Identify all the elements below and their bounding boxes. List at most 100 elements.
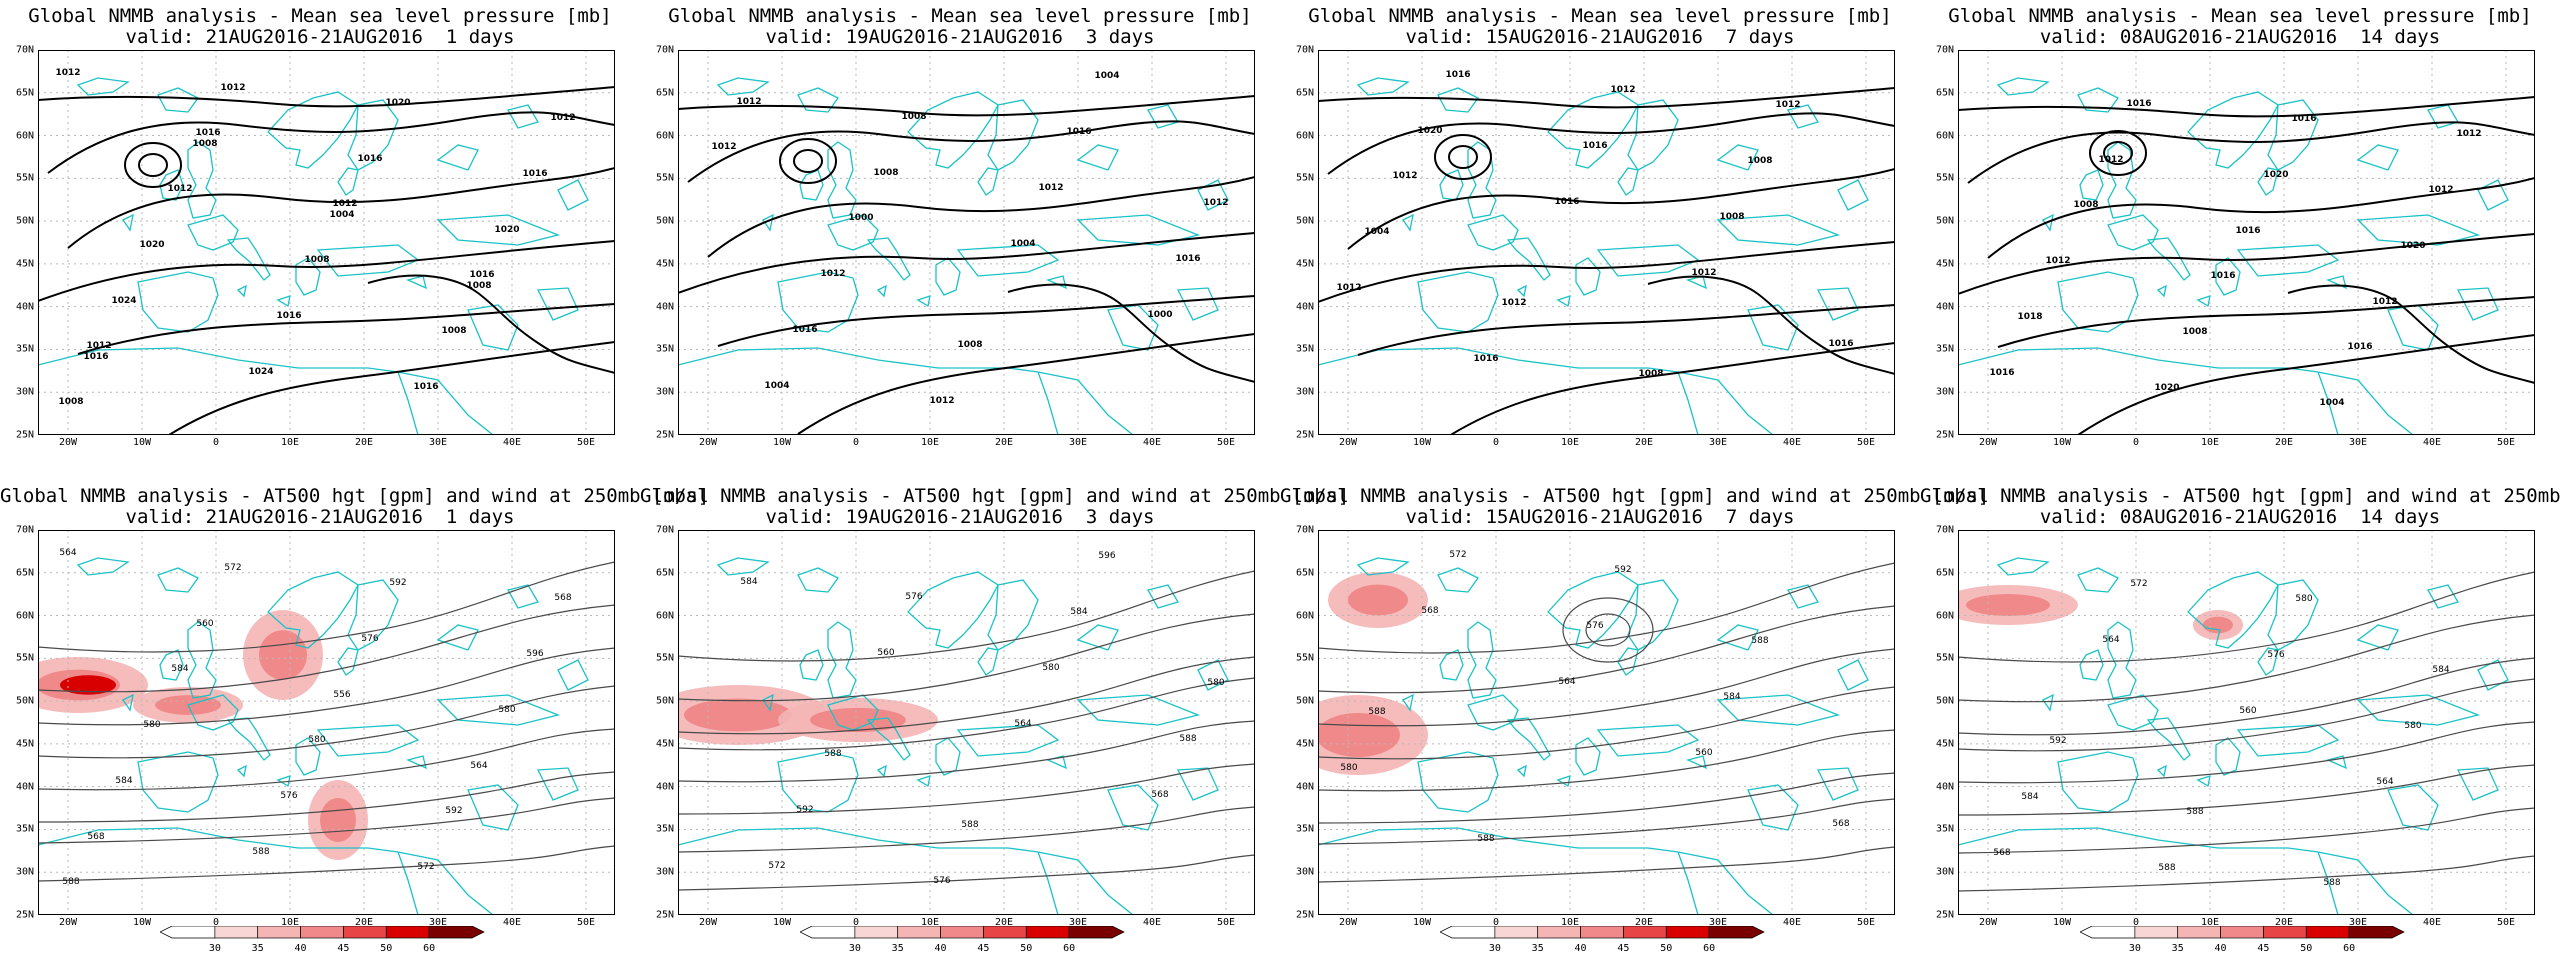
lat-tick-label: 35N (15, 343, 34, 355)
height-contour (38, 845, 615, 882)
lat-tick-label: 45N (1295, 738, 1314, 750)
wind-colorbar: 30 35 40 45 50 60 (2079, 925, 2405, 956)
lon-tick-label: 10E (920, 917, 940, 928)
isobar (1448, 342, 1895, 435)
lat-tick-label: 55N (15, 172, 34, 184)
contour-label: 584 (2021, 792, 2038, 802)
map-frame: 1012 1008 1004 1000 1004 1008 1012 1016 1016 1012… (656, 45, 1255, 448)
colorbar-strip (2079, 925, 2405, 939)
contour-label: 584 (2432, 665, 2449, 675)
lat-tick-label: 55N (1295, 652, 1314, 664)
lon-tick-label: 20W (698, 917, 718, 928)
coastline (1439, 649, 1464, 681)
lat-tick-label: 40N (1935, 781, 1954, 793)
coastline (1816, 767, 1859, 801)
mslp-panel-14d: Global NMMB analysis - Mean sea level pr… (1920, 0, 2560, 480)
coastline (1716, 624, 1759, 651)
lat-tick-label: 30N (15, 866, 34, 878)
coastline (2042, 693, 2054, 712)
colorbar-label: 30 (1488, 943, 1501, 954)
lat-tick-label: 60N (15, 610, 34, 622)
contour-label: 1016 (1989, 368, 2014, 378)
lat-tick-label: 25N (655, 429, 674, 441)
contour-label: 1004 (1010, 239, 1035, 249)
coastline (916, 775, 931, 788)
contour-label: 592 (2049, 736, 2066, 746)
lat-tick-label: 60N (655, 610, 674, 622)
contour-label: 1016 (2235, 226, 2260, 236)
coastline (236, 284, 247, 298)
wind-colorbar: 30 35 40 45 50 60 (1439, 925, 1765, 956)
coastline (226, 717, 271, 761)
contour-label: 1020 (2154, 383, 2179, 393)
lon-tick-label: 50E (2496, 917, 2516, 928)
coastline (267, 91, 359, 169)
coastline (1686, 755, 1707, 770)
height-contour (38, 685, 615, 759)
contour-label: 576 (933, 876, 950, 886)
lat-tick-label: 30N (1935, 386, 1954, 398)
lon-tick-label: 50E (1856, 437, 1876, 448)
contour-label: 1016 (413, 382, 438, 392)
isobar (67, 167, 615, 249)
colorbar-swatch (385, 925, 430, 939)
contour-label: 1016 (2126, 99, 2151, 109)
contour-label: 1024 (248, 367, 273, 377)
contour-label: 588 (1751, 636, 1768, 646)
contour-label: 1004 (1364, 227, 1389, 237)
lat-tick-label: 65N (655, 567, 674, 579)
height-contour (1958, 807, 2535, 854)
contour-label: 1016 (1554, 197, 1579, 207)
contour-label: 576 (361, 634, 378, 644)
coastline (2107, 141, 2137, 219)
map-frame: 568 564 560 568 572 576 584 580 588 592 588 588 70N 6… (1296, 525, 1895, 928)
contour-label: 1020 (1417, 126, 1442, 136)
lon-tick-label: 10E (1560, 437, 1580, 448)
colorbar-swatch (2263, 925, 2307, 939)
lat-tick-label: 35N (15, 823, 34, 835)
coastline (2146, 237, 2191, 281)
lon-tick-label: 50E (576, 437, 596, 448)
contour-label: 1012 (2045, 256, 2070, 266)
contour-label: 580 (2295, 594, 2312, 604)
map-border (678, 530, 1255, 915)
contour-label: 592 (796, 805, 813, 815)
height-contour (678, 763, 1255, 815)
lat-tick-label: 30N (1295, 386, 1314, 398)
colorbar-label: 35 (1531, 943, 1544, 954)
coastline (1716, 694, 1841, 726)
contour-label: 560 (1695, 748, 1712, 758)
coastline (2156, 284, 2167, 298)
lon-tick-label: 40E (502, 917, 522, 928)
mslp-panel-1d: Global NMMB analysis - Mean sea level pr… (0, 0, 640, 480)
coastline (295, 737, 321, 776)
wind-shading-mid (2203, 616, 2233, 634)
coastline (907, 571, 999, 649)
height-contour (1318, 605, 1895, 694)
colorbar-label: 60 (423, 943, 436, 954)
wind-shading-mid (1348, 584, 1408, 616)
colorbar-swatch (343, 925, 387, 939)
lon-tick-label: 20E (994, 437, 1014, 448)
contour-label: 1012 (1610, 85, 1635, 95)
lat-tick-label: 70N (1935, 524, 1954, 536)
lat-tick-label: 35N (655, 343, 674, 355)
contour-label: 588 (1179, 734, 1196, 744)
coastline (2156, 764, 2167, 778)
contour-label: 572 (1449, 550, 1466, 560)
height-contour (1958, 571, 2535, 663)
height-contour (1958, 614, 2535, 703)
colorbar-swatch (983, 925, 1027, 939)
coastline (406, 275, 427, 290)
coastline (2427, 584, 2459, 609)
lon-tick-label: 10E (2200, 917, 2220, 928)
map-border (38, 50, 615, 435)
coastline (122, 213, 134, 232)
colorbar-swatch (2220, 925, 2264, 939)
lat-tick-label: 55N (1935, 652, 1954, 664)
contour-label: 580 (498, 705, 515, 715)
colorbar-swatch (1439, 925, 1496, 939)
contour-label: 564 (2376, 777, 2393, 787)
contour-label: 592 (1614, 565, 1631, 575)
coastline (316, 724, 420, 757)
